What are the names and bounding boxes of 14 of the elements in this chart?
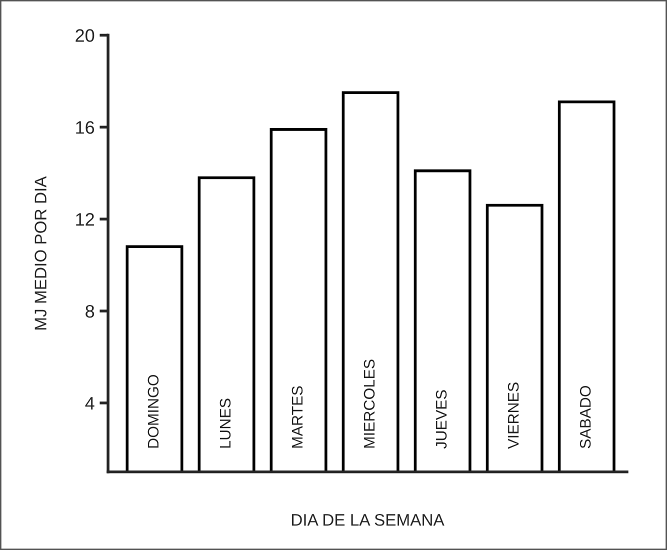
x-tick-label: JUEVES <box>436 390 447 449</box>
y-tick-label: 8 <box>86 304 94 318</box>
x-tick-label: MARTES <box>292 386 303 448</box>
x-tick-label: MIERCOLES <box>364 360 375 448</box>
y-tick-label: 20 <box>76 29 94 42</box>
x-tick-label: DOMINGO <box>148 374 159 448</box>
y-tick-label: 12 <box>76 213 94 226</box>
y-tick-label: 16 <box>76 121 94 134</box>
x-tick-label: SABADO <box>580 386 591 448</box>
x-axis-title: DIA DE LA SEMANA <box>292 514 444 526</box>
y-axis-title: MJ MEDIO POR DIA <box>34 176 46 330</box>
x-tick-label: VIERNES <box>508 382 519 449</box>
x-tick-label: LUNES <box>220 398 231 448</box>
y-tick-label: 4 <box>85 397 94 410</box>
